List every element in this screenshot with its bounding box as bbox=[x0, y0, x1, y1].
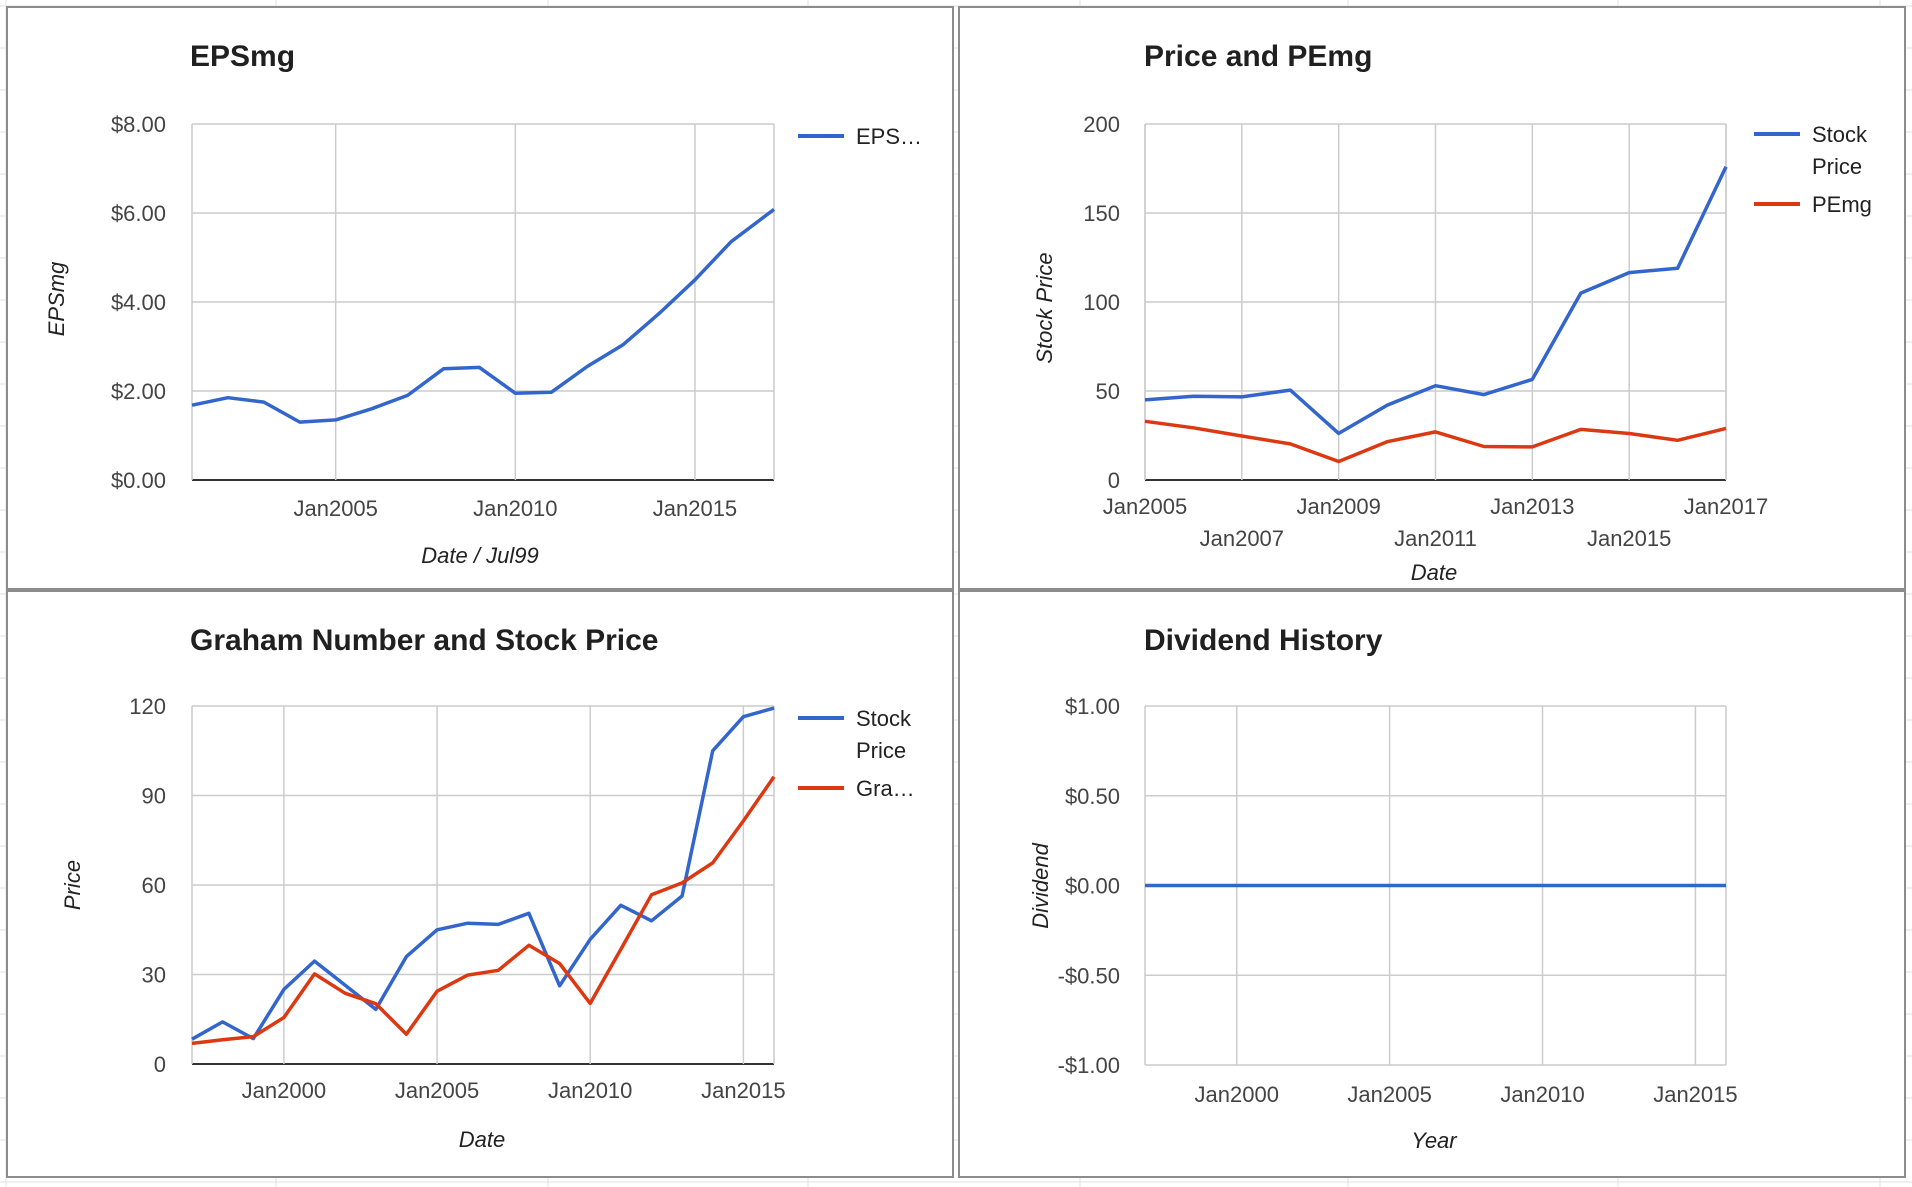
y-tick-label: $0.00 bbox=[1065, 874, 1120, 899]
series-lines bbox=[191, 208, 776, 424]
x-tick-label: Jan2017 bbox=[1684, 494, 1768, 519]
series-lines bbox=[1144, 165, 1728, 464]
y-tick-label: 0 bbox=[1108, 468, 1120, 493]
x-tick-label: Jan2015 bbox=[701, 1078, 785, 1103]
y-tick-label: $2.00 bbox=[111, 379, 166, 404]
y-tick-label: $6.00 bbox=[111, 201, 166, 226]
x-tick-label: Jan2011 bbox=[1394, 526, 1477, 551]
chart-price-and-pemg[interactable]: Price and PEmg 200 150 100 50 0 Jan2005 Jan200… bbox=[958, 6, 1906, 590]
y-tick-label: 150 bbox=[1083, 201, 1120, 226]
x-tick-label: Jan2015 bbox=[1587, 526, 1671, 551]
x-tick-label: Jan2010 bbox=[473, 496, 557, 521]
x-tick-label: Jan2005 bbox=[293, 496, 377, 521]
y-tick-label: $0.50 bbox=[1065, 784, 1120, 809]
x-tick-label: Jan2005 bbox=[395, 1078, 479, 1103]
chart-dividend-history-svg: Dividend History $1.00 $0.50 $0.00 -$0.50 -$… bbox=[1028, 624, 1738, 1153]
legend[interactable]: EPS… bbox=[798, 124, 922, 149]
series-line-0 bbox=[191, 208, 776, 424]
y-tick-label: 50 bbox=[1096, 379, 1120, 404]
series-lines bbox=[191, 706, 776, 1046]
y-axis-label: Stock Price bbox=[1032, 252, 1057, 363]
x-tick-label: Jan2000 bbox=[1195, 1082, 1279, 1107]
x-tick-label: Jan2009 bbox=[1296, 494, 1380, 519]
chart-epsmg-svg: EPSmg $8.00 $6.00 $4.00 $2.00 $0.00 Jan2005 Ja… bbox=[44, 40, 922, 568]
chart-title: Price and PEmg bbox=[1144, 40, 1372, 73]
y-axis-label: Price bbox=[60, 860, 85, 910]
x-tick-label: Jan2005 bbox=[1103, 494, 1187, 519]
x-tick-label: Jan2013 bbox=[1490, 494, 1574, 519]
y-axis-label: EPSmg bbox=[44, 261, 69, 336]
y-tick-label: -$1.00 bbox=[1058, 1053, 1120, 1078]
y-axis-label: Dividend bbox=[1028, 842, 1053, 928]
series-line-1 bbox=[1144, 419, 1727, 464]
y-tick-label: 100 bbox=[1083, 290, 1120, 315]
x-axis-label: Year bbox=[1411, 1128, 1458, 1153]
y-tick-label: 200 bbox=[1083, 112, 1120, 137]
y-tick-label: 0 bbox=[154, 1052, 166, 1077]
legend[interactable]: Stock Price PEmg bbox=[1754, 122, 1872, 217]
x-tick-label: Jan2000 bbox=[242, 1078, 326, 1103]
series-line-0 bbox=[1144, 165, 1728, 436]
x-axis-label: Date bbox=[459, 1127, 505, 1152]
chart-title: Graham Number and Stock Price bbox=[190, 624, 659, 657]
x-tick-label: Jan2015 bbox=[1653, 1082, 1737, 1107]
x-tick-label: Jan2010 bbox=[548, 1078, 632, 1103]
chart-title: EPSmg bbox=[190, 40, 295, 73]
x-tick-label: Jan2015 bbox=[653, 496, 737, 521]
y-tick-label: $1.00 bbox=[1065, 694, 1120, 719]
legend-label-pemg: PEmg bbox=[1812, 192, 1872, 217]
y-tick-label: $4.00 bbox=[111, 290, 166, 315]
x-axis-label: Date bbox=[1411, 560, 1457, 585]
y-tick-label: -$0.50 bbox=[1058, 963, 1120, 988]
legend-label-graham: Gra… bbox=[856, 776, 915, 801]
gridlines bbox=[191, 123, 775, 481]
legend-label-eps: EPS… bbox=[856, 124, 922, 149]
y-tick-label: $0.00 bbox=[111, 468, 166, 493]
tick-labels: $8.00 $6.00 $4.00 $2.00 $0.00 Jan2005 Jan2010 J… bbox=[111, 112, 737, 521]
legend-label-stock-price: Stock Price bbox=[1812, 122, 1868, 179]
chart-title: Dividend History bbox=[1144, 624, 1383, 657]
x-tick-label: Jan2007 bbox=[1200, 526, 1284, 551]
x-tick-label: Jan2005 bbox=[1347, 1082, 1431, 1107]
y-tick-label: 120 bbox=[129, 694, 166, 719]
y-tick-label: 60 bbox=[142, 873, 166, 898]
y-tick-label: 90 bbox=[142, 784, 166, 809]
tick-labels: $1.00 $0.50 $0.00 -$0.50 -$1.00 Jan2000 Jan200… bbox=[1058, 694, 1738, 1107]
chart-epsmg[interactable]: EPSmg $8.00 $6.00 $4.00 $2.00 $0.00 Jan2005 Ja… bbox=[6, 6, 954, 590]
gridlines bbox=[1144, 123, 1727, 481]
chart-graham-number-and-stock-price[interactable]: Graham Number and Stock Price 120 90 60 30 0… bbox=[6, 590, 954, 1178]
x-axis-label: Date / Jul99 bbox=[421, 543, 538, 568]
legend[interactable]: Stock Price Gra… bbox=[798, 706, 915, 801]
tick-labels: 120 90 60 30 0 Jan2000 Jan2005 Jan2010 Jan2015 bbox=[129, 694, 785, 1103]
chart-graham-number-svg: Graham Number and Stock Price 120 90 60 30 0… bbox=[60, 624, 915, 1152]
x-tick-label: Jan2010 bbox=[1500, 1082, 1584, 1107]
gridlines bbox=[191, 705, 775, 1065]
chart-dividend-history[interactable]: Dividend History $1.00 $0.50 $0.00 -$0.50 -$… bbox=[958, 590, 1906, 1178]
series-line-0 bbox=[191, 706, 775, 1041]
y-tick-label: 30 bbox=[142, 963, 166, 988]
series-line-1 bbox=[191, 775, 776, 1046]
legend-label-stock-price: Stock Price bbox=[856, 706, 912, 763]
y-tick-label: $8.00 bbox=[111, 112, 166, 137]
